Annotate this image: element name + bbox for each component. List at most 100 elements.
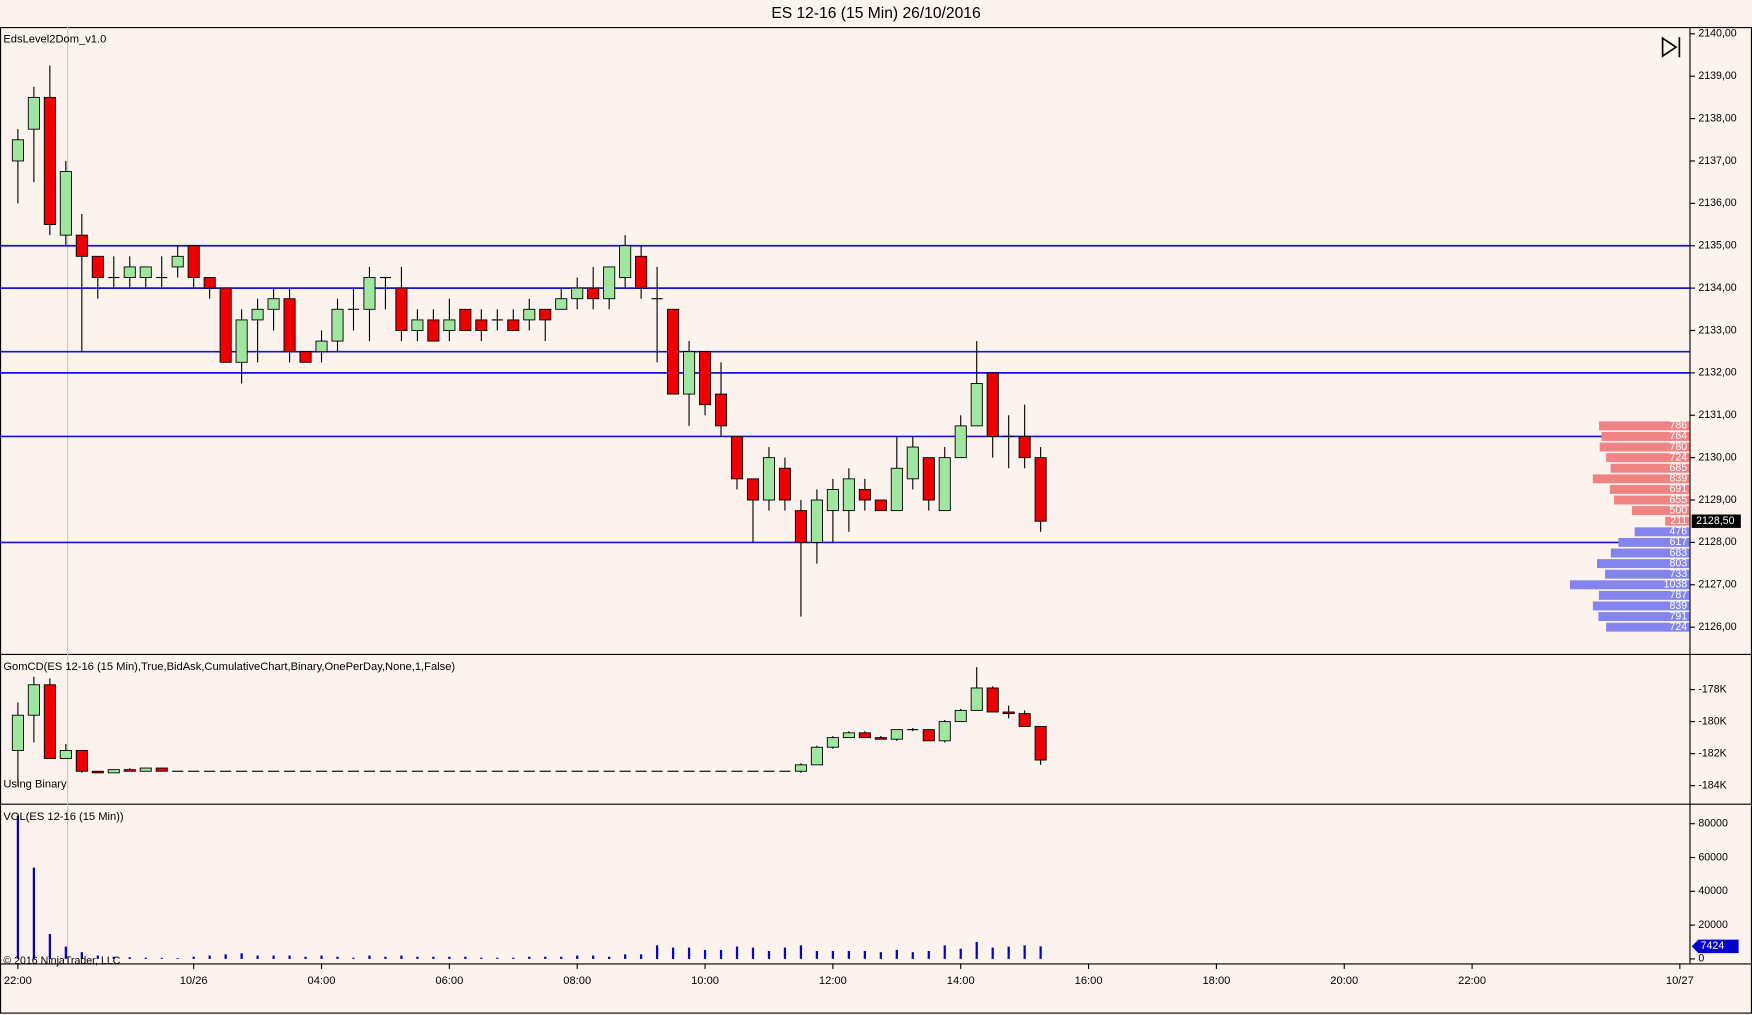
candle-body bbox=[842, 732, 855, 739]
dom-ask-label: 724 bbox=[1669, 451, 1687, 463]
x-tick-label: 10:00 bbox=[691, 975, 719, 987]
candle-body bbox=[59, 749, 72, 759]
x-tick-label: 22:00 bbox=[4, 975, 32, 987]
candle-body bbox=[890, 467, 903, 512]
candle-body bbox=[411, 319, 424, 331]
x-tick-label: 22:00 bbox=[1458, 975, 1486, 987]
x-tick-label: 10/26 bbox=[180, 975, 208, 987]
candle-body bbox=[874, 499, 887, 512]
y-tick-label: 2136,00 bbox=[1698, 197, 1736, 209]
candle-body bbox=[75, 234, 88, 257]
panel-title: VOL(ES 12-16 (15 Min)) bbox=[3, 811, 124, 823]
candle-body bbox=[363, 277, 376, 310]
candle-body bbox=[667, 308, 680, 395]
candle-body bbox=[970, 687, 983, 711]
candle-body bbox=[1034, 457, 1047, 522]
dom-bid-bar bbox=[1605, 569, 1690, 579]
dom-bid-bar bbox=[1610, 548, 1690, 558]
candle-body bbox=[11, 714, 24, 751]
y-tick-label: -184K bbox=[1698, 779, 1726, 791]
dom-ask-label: 691 bbox=[1669, 483, 1687, 495]
candle-body bbox=[267, 298, 280, 310]
dom-ask-label: 211 bbox=[1670, 515, 1687, 527]
candle-body bbox=[587, 287, 600, 300]
candle-body bbox=[699, 351, 712, 406]
candle-body bbox=[874, 737, 887, 740]
x-tick-label: 18:00 bbox=[1202, 975, 1230, 987]
dom-bid-bar bbox=[1618, 537, 1690, 547]
y-tick-label: 0 bbox=[1698, 953, 1704, 965]
candle-body bbox=[1002, 711, 1015, 715]
candle-body bbox=[555, 298, 568, 310]
candle-body bbox=[43, 684, 56, 759]
candle-body bbox=[59, 171, 72, 236]
candle-body bbox=[858, 732, 871, 739]
candle-body bbox=[523, 308, 536, 321]
candle-body bbox=[91, 255, 104, 278]
dom-bid-bar bbox=[1598, 590, 1690, 600]
dom-ask-bar bbox=[1592, 474, 1690, 484]
x-tick-label: 12:00 bbox=[819, 975, 847, 987]
y-tick-label: 2135,00 bbox=[1698, 240, 1736, 252]
candle-body bbox=[970, 383, 983, 427]
candle-body bbox=[603, 266, 616, 300]
candle-body bbox=[794, 510, 807, 543]
dom-ask-bar bbox=[1599, 442, 1690, 452]
y-tick-label: 2133,00 bbox=[1698, 324, 1736, 336]
y-tick-label: 2138,00 bbox=[1698, 112, 1736, 124]
candle-body bbox=[986, 372, 999, 437]
candle-body bbox=[27, 684, 40, 716]
candle-body bbox=[27, 96, 40, 130]
y-tick-label: 20000 bbox=[1698, 919, 1728, 931]
candle-body bbox=[826, 737, 839, 748]
dom-ask-bar bbox=[1601, 431, 1690, 441]
x-tick-label: 04:00 bbox=[308, 975, 336, 987]
last-price-box bbox=[1691, 514, 1741, 528]
candle-body bbox=[75, 749, 88, 772]
dom-ask-bar bbox=[1606, 453, 1690, 463]
play-icon[interactable] bbox=[1661, 36, 1678, 58]
dom-ask-label: 685 bbox=[1669, 462, 1687, 474]
candle-body bbox=[619, 245, 632, 278]
candle-body bbox=[235, 319, 248, 363]
y-tick-label: -182K bbox=[1698, 747, 1726, 759]
candle-body bbox=[507, 319, 520, 331]
y-tick-label: 2134,00 bbox=[1698, 282, 1736, 294]
candle-body bbox=[475, 319, 488, 331]
dom-bid-bar bbox=[1597, 559, 1690, 569]
x-tick-label: 06:00 bbox=[435, 975, 463, 987]
candle-body bbox=[187, 245, 200, 278]
frame bbox=[0, 27, 1752, 1014]
candle-body bbox=[810, 499, 823, 543]
dom-ask-bar bbox=[1665, 516, 1690, 526]
y-tick-label: -178K bbox=[1698, 683, 1726, 695]
dom-ask-bar bbox=[1609, 484, 1690, 494]
candle-body bbox=[938, 457, 951, 512]
scroll-end-button[interactable] bbox=[1661, 36, 1681, 58]
copyright: © 2016 NinjaTrader, LLC bbox=[3, 955, 120, 967]
y-tick-label: 2132,00 bbox=[1698, 367, 1736, 379]
candle-body bbox=[746, 478, 760, 501]
candle-body bbox=[635, 255, 648, 289]
candle-body bbox=[762, 457, 776, 501]
dom-ask-bar bbox=[1631, 506, 1690, 516]
dom-ask-label: 500 bbox=[1669, 504, 1687, 516]
candle-body bbox=[778, 467, 791, 501]
candle-body bbox=[794, 764, 807, 772]
dom-bid-label: 733 bbox=[1669, 568, 1687, 580]
candle-body bbox=[203, 277, 216, 289]
candle-body bbox=[11, 139, 24, 162]
last-price-label: 2128,50 bbox=[1696, 515, 1734, 527]
candle-body bbox=[906, 446, 919, 480]
y-tick-label: 40000 bbox=[1698, 885, 1728, 897]
candle-body bbox=[443, 319, 456, 331]
candle-body bbox=[571, 287, 584, 300]
candle-body bbox=[427, 319, 440, 342]
dom-bid-bar bbox=[1634, 527, 1690, 537]
y-tick-label: 80000 bbox=[1698, 818, 1728, 830]
candle-body bbox=[171, 255, 184, 268]
candle-body bbox=[395, 287, 408, 331]
dom-bid-label: 724 bbox=[1669, 621, 1687, 633]
dom-bid-label: 617 bbox=[1669, 536, 1687, 548]
candle-body bbox=[858, 488, 871, 501]
